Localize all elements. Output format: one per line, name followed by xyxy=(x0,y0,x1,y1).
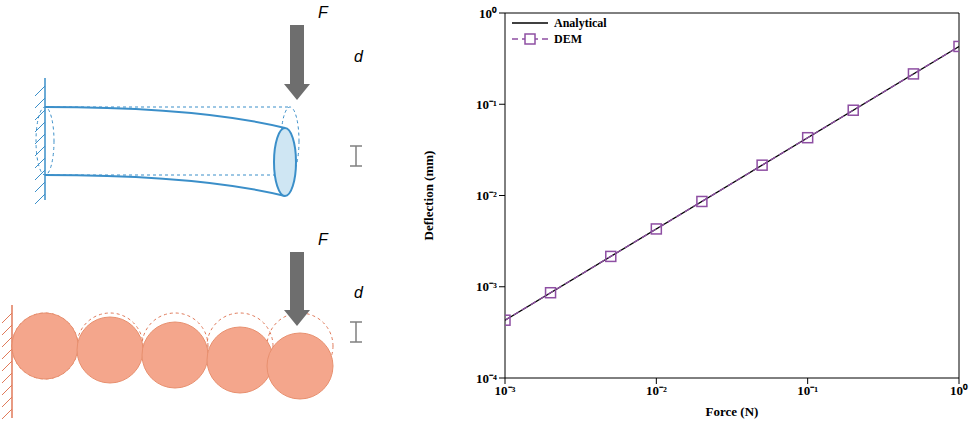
svg-text:Analytical: Analytical xyxy=(554,16,607,30)
svg-text:d: d xyxy=(354,48,364,65)
svg-text:10⁻¹: 10⁻¹ xyxy=(797,383,818,398)
svg-text:Deflection (mm): Deflection (mm) xyxy=(421,151,436,241)
svg-text:DEM: DEM xyxy=(554,32,582,46)
svg-text:F: F xyxy=(318,231,329,248)
svg-text:10⁻³: 10⁻³ xyxy=(495,383,516,398)
svg-text:F: F xyxy=(318,4,329,21)
svg-text:10⁰: 10⁰ xyxy=(950,383,968,398)
svg-text:10⁻²: 10⁻² xyxy=(646,383,667,398)
svg-text:Force (N): Force (N) xyxy=(706,404,759,419)
svg-text:10⁻¹: 10⁻¹ xyxy=(476,97,497,112)
svg-text:10⁻³: 10⁻³ xyxy=(476,279,497,294)
svg-text:d: d xyxy=(354,284,364,301)
svg-text:10⁰: 10⁰ xyxy=(479,6,497,21)
svg-text:10⁻⁴: 10⁻⁴ xyxy=(476,371,497,386)
svg-text:10⁻²: 10⁻² xyxy=(476,188,497,203)
